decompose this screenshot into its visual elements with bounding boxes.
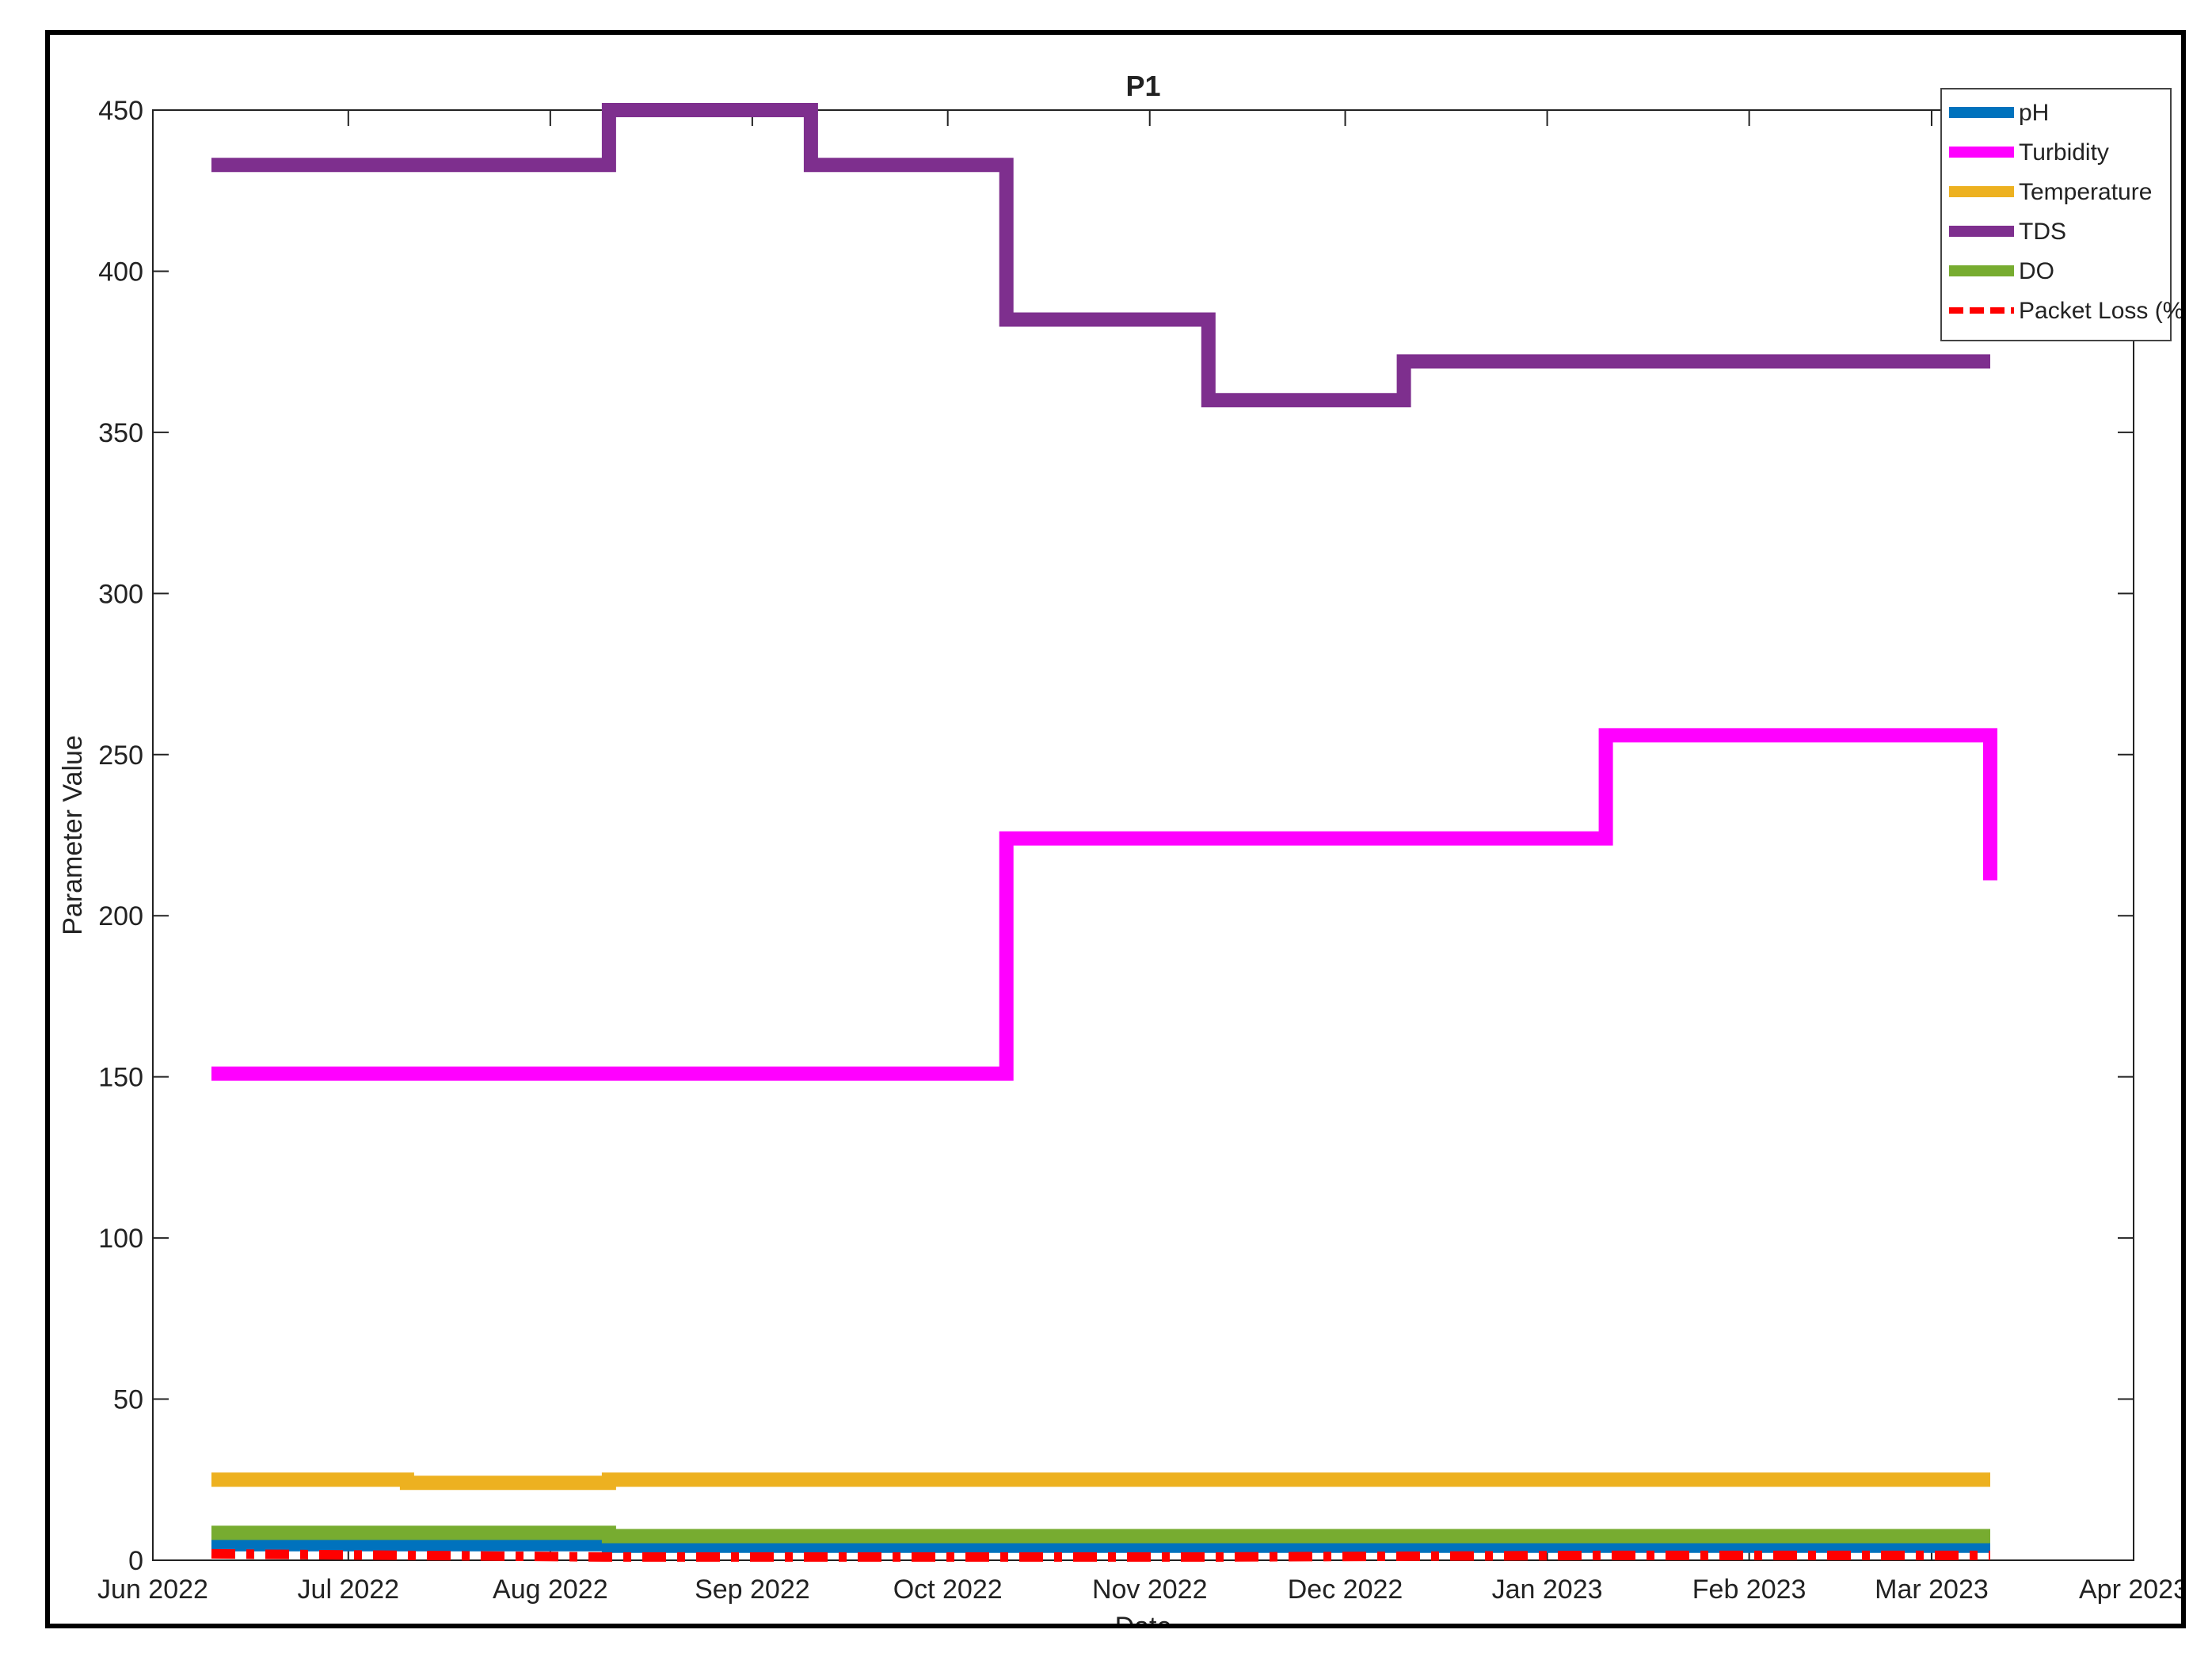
legend-label: pH <box>2019 100 2049 126</box>
x-tick-label: Sep 2022 <box>695 1575 810 1605</box>
y-axis-title: Parameter Value <box>58 735 88 935</box>
chart-title: P1 <box>1125 70 1160 102</box>
y-tick-label: 100 <box>98 1224 143 1254</box>
x-tick-label: Aug 2022 <box>493 1575 608 1605</box>
series-line-ph <box>211 1536 1990 1553</box>
chart: 0 50 100 150 200 250 300 350 400 450 Jun 2022 Jul … <box>58 70 2181 1624</box>
x-tick-label: Mar 2023 <box>1875 1575 1989 1605</box>
x-tick-label: Jan 2023 <box>1492 1575 1603 1605</box>
y-tick-label: 250 <box>98 741 143 771</box>
y-tick-label: 350 <box>98 418 143 448</box>
x-tick-label: Nov 2022 <box>1092 1575 1208 1605</box>
y-tick-label: 450 <box>98 96 143 126</box>
x-tick-label: Feb 2023 <box>1692 1575 1807 1605</box>
series-line-temperature <box>211 1472 1990 1491</box>
y-tick-label: 300 <box>98 579 143 609</box>
x-tick-label: Oct 2022 <box>893 1575 1003 1605</box>
legend-label: TDS <box>2019 219 2066 245</box>
series-line-turbidity <box>211 728 1997 1081</box>
series-layer <box>211 103 1997 1562</box>
x-tick-label: Jun 2022 <box>97 1575 208 1605</box>
y-axis: 0 50 100 150 200 250 300 350 400 450 <box>98 96 2134 1576</box>
x-axis: Jun 2022 Jul 2022 Aug 2022 Sep 2022 Oct 2022… <box>97 110 2181 1605</box>
y-tick-label: 50 <box>113 1385 143 1415</box>
figure-frame: 0 50 100 150 200 250 300 350 400 450 Jun 2022 Jul … <box>45 30 2186 1628</box>
legend-label: DO <box>2019 258 2054 284</box>
y-tick-label: 0 <box>128 1546 143 1576</box>
series-line-do <box>211 1525 1990 1544</box>
y-tick-label: 150 <box>98 1063 143 1093</box>
x-axis-title: Date <box>1115 1612 1172 1624</box>
series-line-tds <box>211 103 1990 408</box>
x-tick-label: Dec 2022 <box>1288 1575 1403 1605</box>
series-line-packet-loss <box>211 1548 1990 1562</box>
y-tick-label: 400 <box>98 257 143 287</box>
legend-label: Turbidity <box>2019 139 2109 166</box>
x-tick-label: Jul 2022 <box>298 1575 400 1605</box>
y-tick-label: 200 <box>98 901 143 931</box>
x-tick-label: Apr 2023 <box>2079 1575 2181 1605</box>
legend-label: Packet Loss (%) <box>2019 298 2181 324</box>
legend: pH Turbidity Temperature TDS DO Packet Loss (… <box>1940 88 2181 341</box>
legend-label: Temperature <box>2019 179 2152 205</box>
legend-box <box>1940 88 2172 341</box>
